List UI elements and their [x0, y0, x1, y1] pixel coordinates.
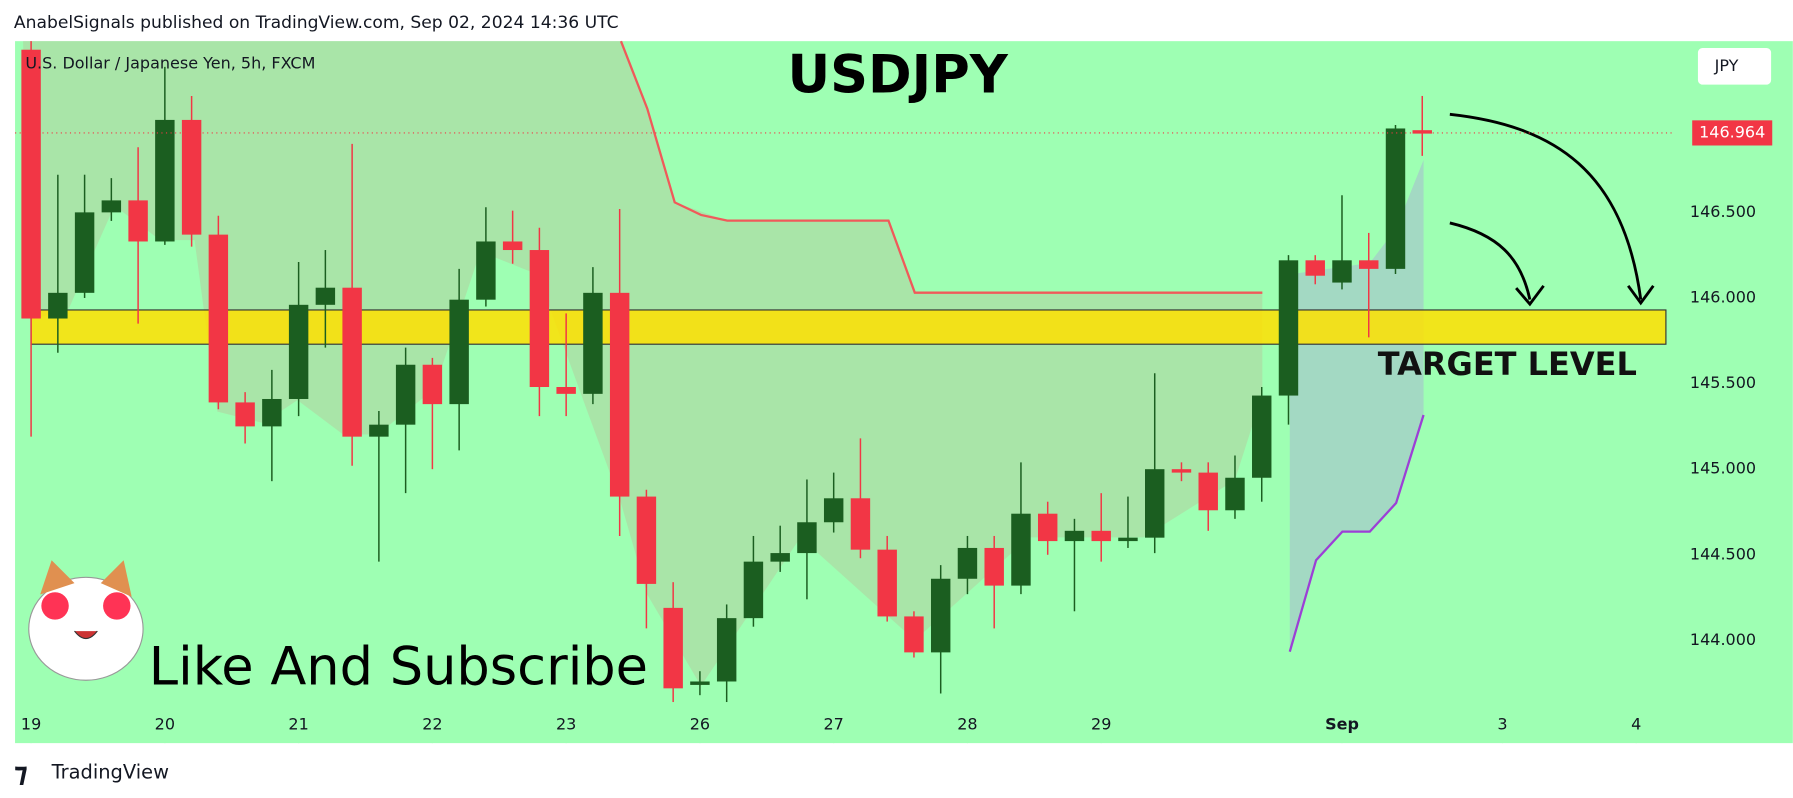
candle-body	[1198, 472, 1218, 511]
candle-body	[1011, 513, 1031, 586]
candle-body	[930, 578, 951, 653]
candle-body	[1252, 395, 1272, 478]
x-tick-label: 26	[690, 714, 710, 733]
price-label-bg	[1692, 120, 1773, 146]
candle-body	[743, 561, 764, 619]
x-tick-label: 29	[1091, 714, 1111, 733]
candle-body	[74, 212, 95, 293]
candle-body	[1091, 530, 1111, 542]
candle-body	[181, 119, 202, 235]
currency-box	[1697, 48, 1772, 85]
candle-body	[583, 292, 603, 394]
candle-body	[904, 616, 924, 653]
candle-body	[1225, 477, 1245, 511]
x-tick-label: 27	[824, 714, 844, 733]
candle-body	[208, 234, 229, 403]
candle-body	[1385, 128, 1406, 269]
candle-body	[101, 200, 122, 213]
candle-body	[369, 424, 389, 437]
cat-icon	[28, 560, 144, 681]
candle-body	[663, 607, 683, 689]
candle-body	[636, 496, 657, 584]
candle-body	[21, 49, 41, 319]
candle-body	[1359, 260, 1379, 269]
candle-body	[1037, 513, 1058, 542]
candle-body	[797, 522, 817, 554]
candle-body	[262, 398, 282, 427]
candle-body	[556, 387, 576, 394]
x-tick-label: 28	[957, 714, 977, 733]
plot-bg	[15, 41, 1793, 744]
candle-body	[850, 498, 871, 550]
currency: JPY	[1714, 56, 1739, 75]
candle-body	[502, 241, 523, 251]
candle-body	[235, 402, 255, 427]
candle-body	[1278, 260, 1299, 396]
x-tick-label: Sep	[1325, 714, 1359, 733]
cloud-area	[23, 41, 1263, 686]
candle-body	[342, 287, 362, 437]
candle-body	[609, 292, 630, 497]
price-label: 146.964	[1699, 122, 1765, 141]
x-tick-label: 4	[1631, 714, 1641, 733]
annotation: TARGET LEVEL	[1378, 345, 1637, 383]
candle-body	[476, 241, 496, 300]
arrow	[1449, 112, 1643, 300]
candle-body	[315, 287, 336, 305]
candle-body	[690, 681, 710, 685]
x-tick-label: 23	[556, 714, 576, 733]
x-tick-label: 20	[155, 714, 175, 733]
candle-body	[288, 304, 309, 399]
candle-body	[449, 299, 469, 405]
candle-body	[395, 364, 416, 425]
y-tick-label: 146.500	[1690, 202, 1756, 221]
candle-body	[1118, 537, 1138, 542]
candle-body	[1412, 130, 1432, 134]
footer: TradingView	[51, 760, 169, 783]
x-tick-label: 3	[1497, 714, 1507, 733]
annotation: Like And Subscribe	[149, 637, 648, 698]
x-tick-label: 19	[21, 714, 41, 733]
indicator-line	[1288, 414, 1425, 652]
y-tick-label: 145.500	[1690, 373, 1756, 392]
candle-body	[48, 292, 68, 319]
arrow	[1449, 221, 1532, 300]
candle-body	[128, 200, 148, 242]
x-tick-label: 21	[288, 714, 308, 733]
candle-body	[877, 549, 897, 617]
target-zone	[30, 309, 1667, 345]
y-tick-label: 144.500	[1690, 544, 1756, 563]
candle-body	[1171, 469, 1192, 473]
cloud-area	[1289, 160, 1424, 652]
x-tick-label: 22	[422, 714, 442, 733]
candle-body	[984, 547, 1004, 586]
candle-body	[1145, 469, 1165, 538]
candle-body	[770, 553, 790, 562]
logo-mark: ⁊	[14, 757, 28, 788]
candle-body	[529, 250, 550, 388]
candle-body	[1332, 260, 1352, 283]
candle-body	[155, 119, 175, 242]
arrow-head	[1627, 284, 1655, 306]
header: AnabelSignals published on TradingView.c…	[14, 13, 619, 33]
candle-body	[1064, 530, 1085, 542]
candle-body	[1305, 260, 1325, 276]
y-tick-label: 144.000	[1690, 630, 1756, 649]
candle-body	[957, 547, 978, 579]
y-tick-label: 145.000	[1690, 459, 1756, 478]
symbol-label: U.S. Dollar / Japanese Yen, 5h, FXCM	[25, 54, 315, 73]
chart-title: USDJPY	[787, 44, 1008, 105]
candle-body	[422, 364, 443, 405]
y-tick-label: 146.000	[1690, 287, 1756, 306]
candle-body	[716, 618, 737, 682]
indicator-line	[619, 40, 1263, 294]
arrow-head	[1515, 284, 1545, 307]
candle-body	[823, 498, 844, 523]
